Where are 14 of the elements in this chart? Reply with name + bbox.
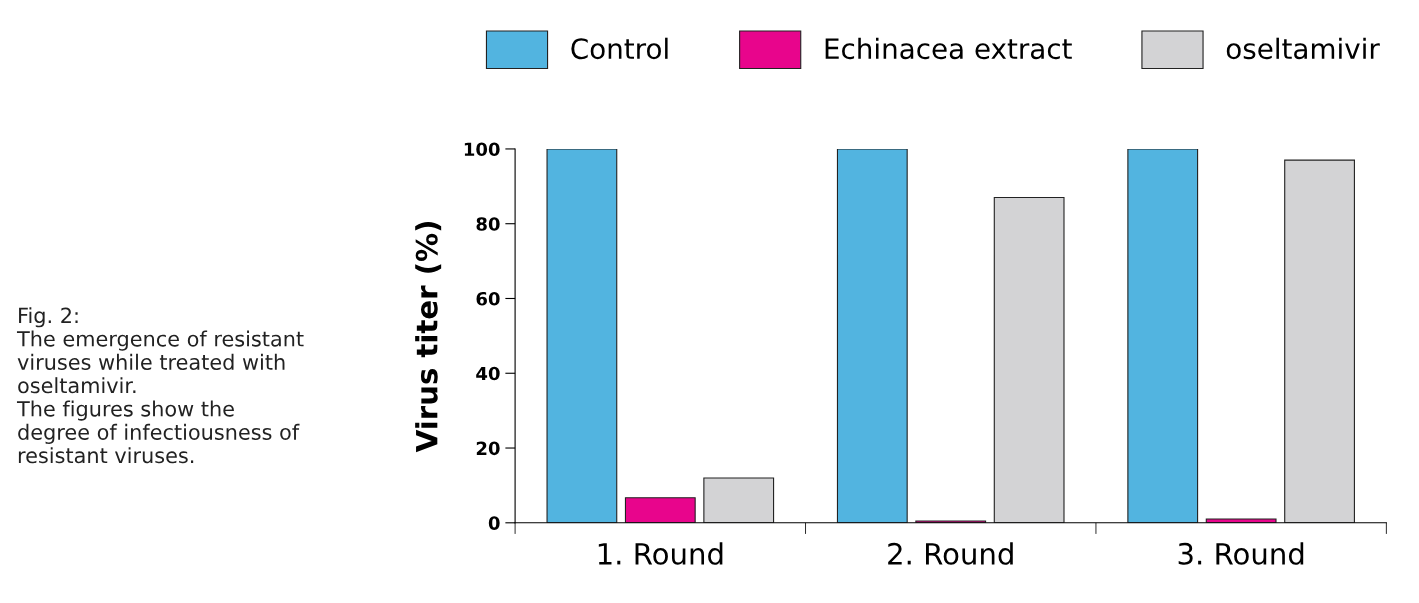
- y-tick-label: 0: [488, 516, 500, 530]
- legend-label: Echinacea extract: [825, 37, 1072, 60]
- x-tick-label: 2. Round: [888, 542, 1013, 565]
- y-axis-title: Virus titer (%): [415, 221, 442, 453]
- y-tick-label: 60: [476, 291, 500, 306]
- legend-label: Control: [571, 37, 668, 60]
- y-tick-label: 40: [476, 366, 500, 381]
- y-tick-label: 100: [464, 142, 500, 157]
- y-tick-label: 20: [476, 441, 500, 456]
- caption: Fig. 2: The emergence of resistant viruses while treated with oseltamivir. The figures show the degree of infectiousness of resistant viruses.: [16, 307, 304, 464]
- legend-label: oseltamivir: [1226, 37, 1380, 60]
- y-tick-label: 80: [476, 217, 500, 231]
- x-tick-label: 1. Round: [598, 542, 723, 565]
- x-tick-label: 3. Round: [1178, 542, 1304, 565]
